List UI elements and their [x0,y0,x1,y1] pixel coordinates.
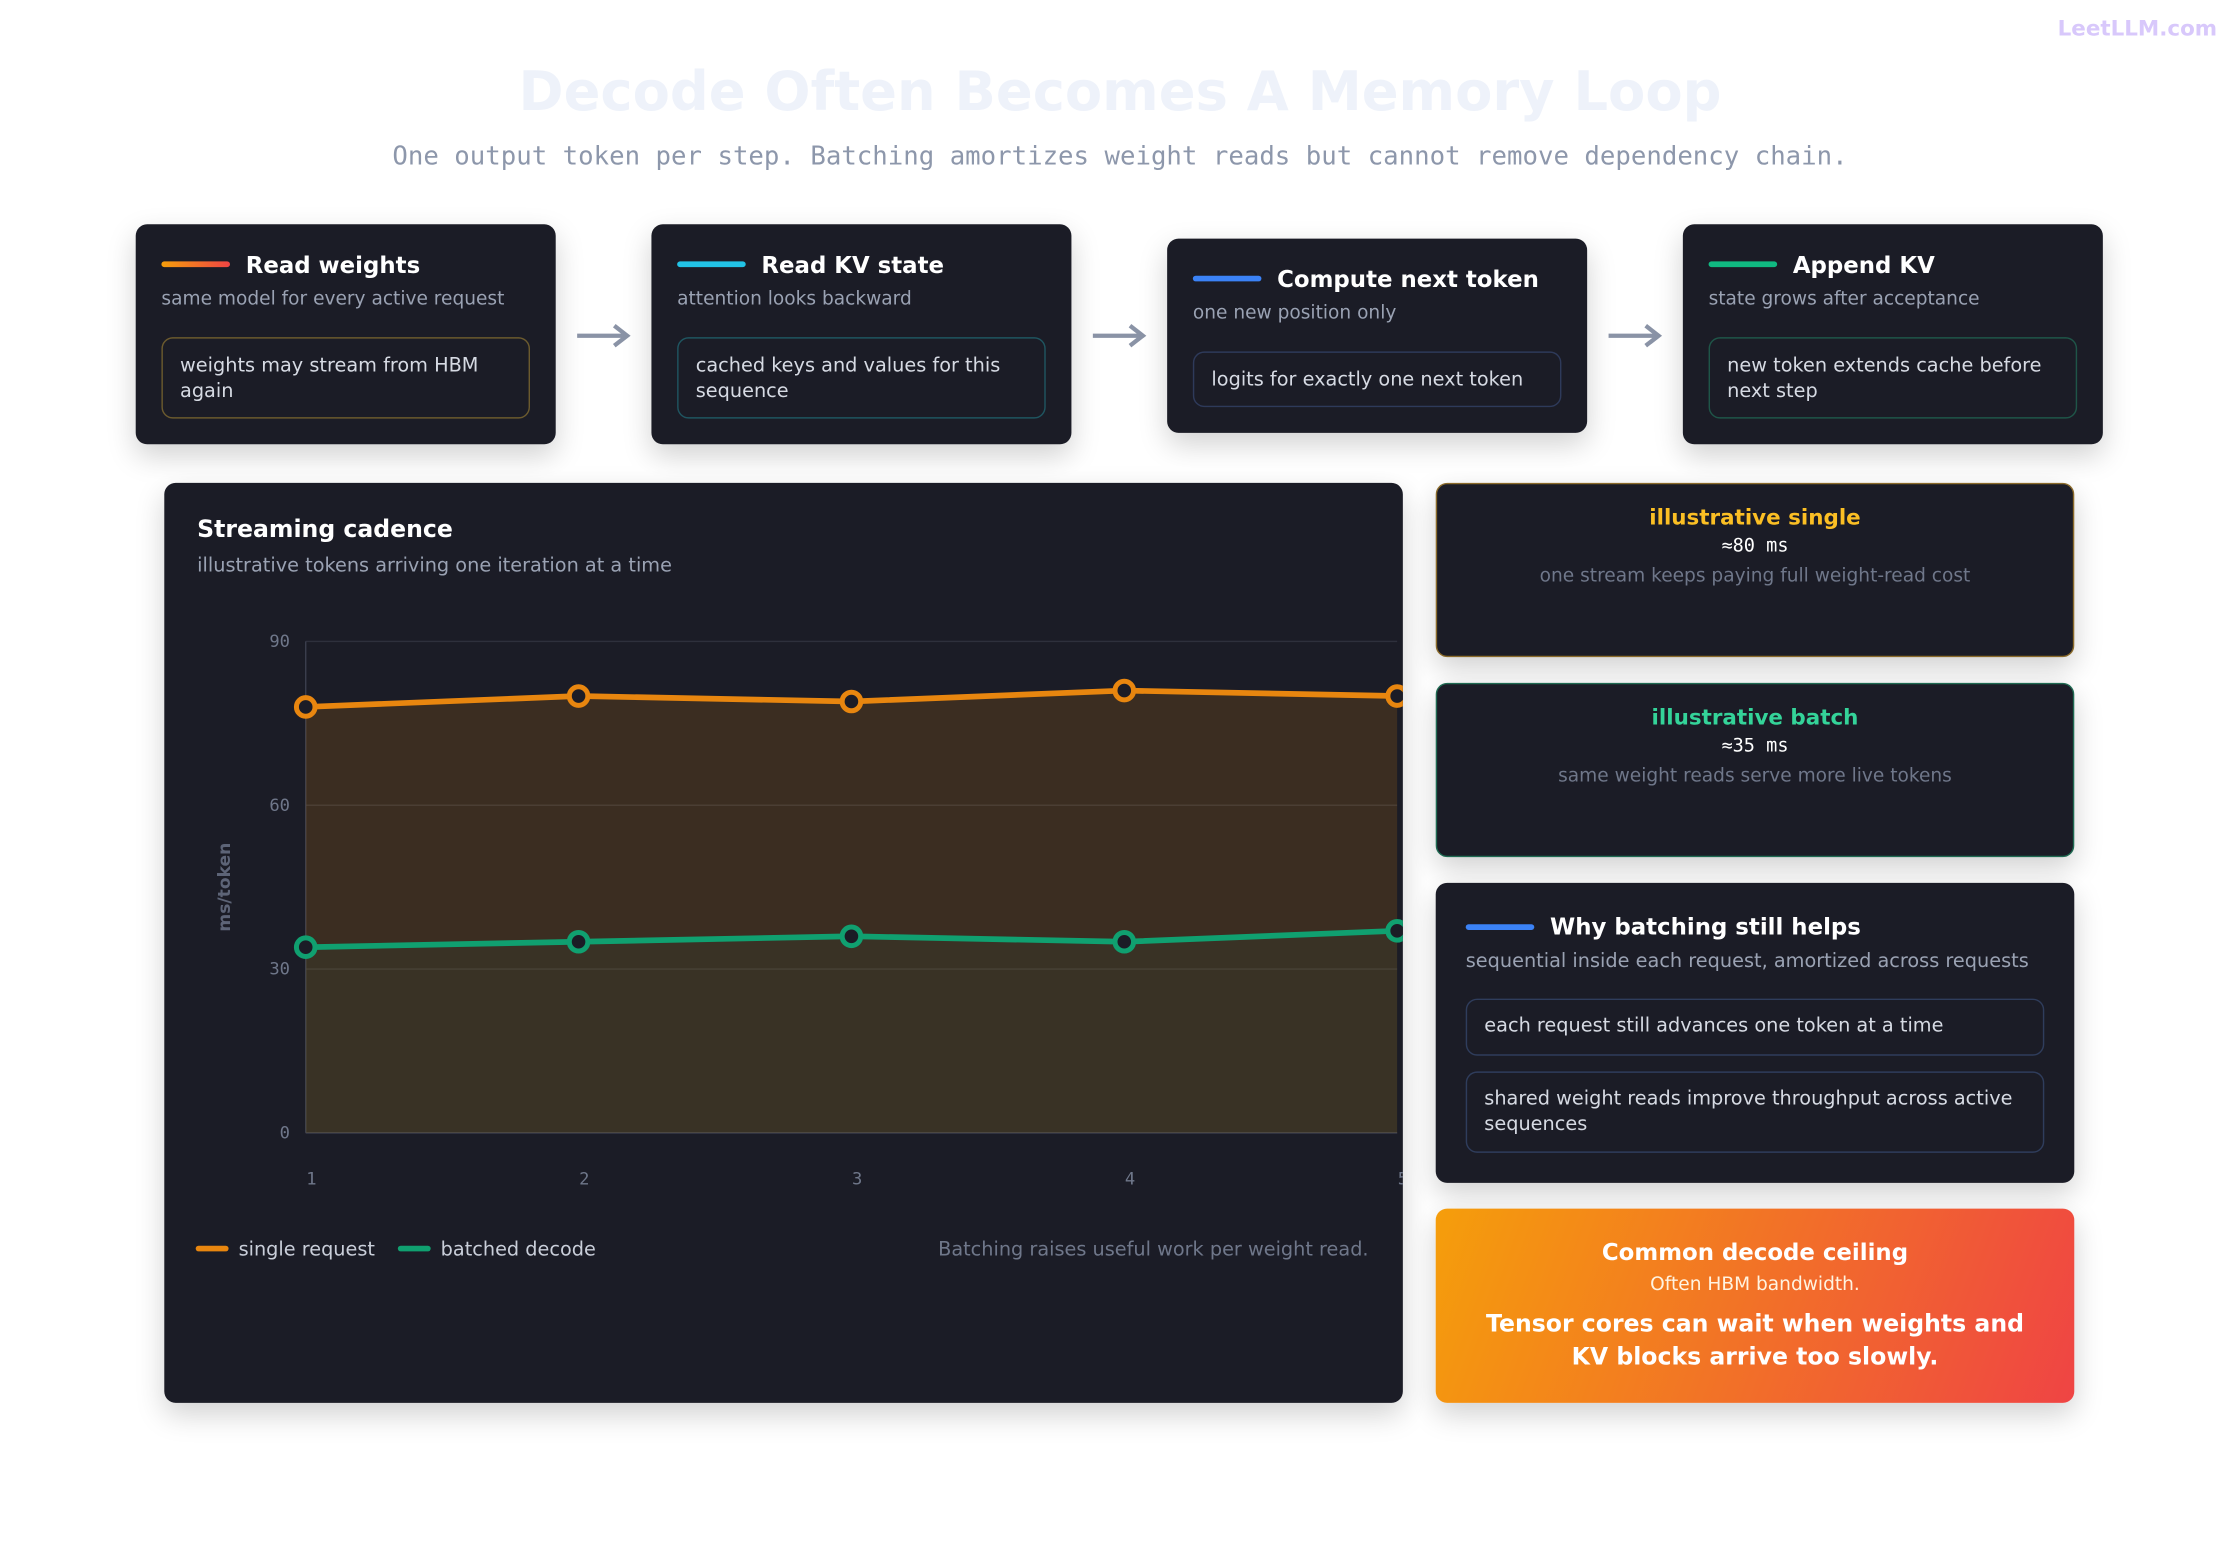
x-tick-label: 4 [1125,1169,1135,1189]
step-subtitle: same model for every active request [161,288,505,310]
metric-card: illustrative batch ≈35 ms same weight re… [1435,682,2075,858]
step-note: logits for exactly one next token [1192,351,1562,408]
point [1112,929,1137,954]
x-tick-label: 3 [852,1169,862,1189]
metric-value: ≈80 ms [1721,535,1789,558]
arrow [1608,324,1663,348]
ceiling-subtitle: Often HBM bandwidth. [1650,1274,1860,1296]
point [293,695,318,719]
y-tick-label: 0 [280,1124,290,1144]
area [305,690,1398,1133]
point [293,935,318,959]
point [839,689,864,714]
chart-panel: Streaming cadence illustrative tokens ar… [164,482,1403,1403]
legend-label: single request [239,1238,376,1261]
chart: 0 30 60 90 1 2 3 4 5 ms/token single request batche… [195,632,1403,1261]
y-axis-label: ms/token [215,843,235,932]
step-title: Compute next token [1277,265,1539,293]
x-tick-label: 2 [579,1169,589,1189]
step-title: Read KV state [761,251,945,279]
arrow [577,324,631,348]
accent [1708,261,1778,268]
point [1112,678,1137,703]
metric-label: illustrative batch [1651,704,1859,730]
metric-card: illustrative single ≈80 ms one stream ke… [1435,482,2075,658]
step-card: Compute next token one new position only… [1167,238,1588,433]
step-title: Append KV [1792,251,1935,279]
area [305,930,1398,1133]
point [566,684,591,708]
chart-subtitle: illustrative tokens arriving one iterati… [197,554,672,578]
ceiling-body: Tensor cores can wait when weights and K… [1486,1309,2024,1370]
accent [161,261,230,268]
y-tick-label: 60 [269,796,290,816]
metric-description: same weight reads serve more live tokens [1558,765,1952,788]
metric-description: one stream keeps paying full weight-read… [1539,565,1971,588]
metric-value: ≈35 ms [1721,735,1789,758]
step-note: cached keys and values for this sequence [677,337,1046,419]
point [1385,684,1403,708]
point [566,929,591,954]
legend-label: batched decode [441,1238,596,1261]
step-subtitle: state grows after acceptance [1708,288,1980,310]
point [839,924,864,949]
why-item: shared weight reads improve throughput a… [1465,1071,2045,1153]
step-card: Read KV state attention looks backward c… [651,224,1072,445]
step-note: new token extends cache before next step [1708,337,2078,419]
step-title: Read weights [245,251,421,279]
ceiling-card: Common decode ceiling Often HBM bandwidt… [1435,1208,2075,1403]
point [1385,919,1403,943]
metric-label: illustrative single [1649,504,1861,530]
chart-title: Streaming cadence [197,515,453,543]
y-tick-label: 30 [269,960,290,980]
step-note: weights may stream from HBM again [161,337,530,419]
x-tick-label: 5 [1398,1169,1403,1189]
subtitle: One output token per step. Batching amor… [392,141,1848,172]
why-item: each request still advances one token at… [1465,998,2045,1056]
step-subtitle: attention looks backward [677,288,912,310]
y-tick-label: 90 [269,632,290,652]
arrow [1092,324,1147,348]
why-card: Why batching still helps sequential insi… [1435,882,2075,1183]
x-tick-label: 1 [306,1169,316,1189]
step-card: Append KV state grows after acceptance n… [1682,224,2103,445]
footnote: Batching raises useful work per weight r… [938,1238,1368,1261]
title: Decode Often Becomes A Memory Loop [518,59,1722,123]
step-card: Read weights same model for every active… [135,224,556,445]
why-subtitle: sequential inside each request, amortize… [1465,949,2029,973]
why-title: Why batching still helps [1549,912,1861,940]
step-subtitle: one new position only [1192,302,1397,325]
ceiling-title: Common decode ceiling [1601,1238,1909,1266]
accent [1465,924,1535,930]
brand: LeetLLM.com [2057,15,2218,42]
accent [677,261,746,268]
accent [1192,275,1262,282]
